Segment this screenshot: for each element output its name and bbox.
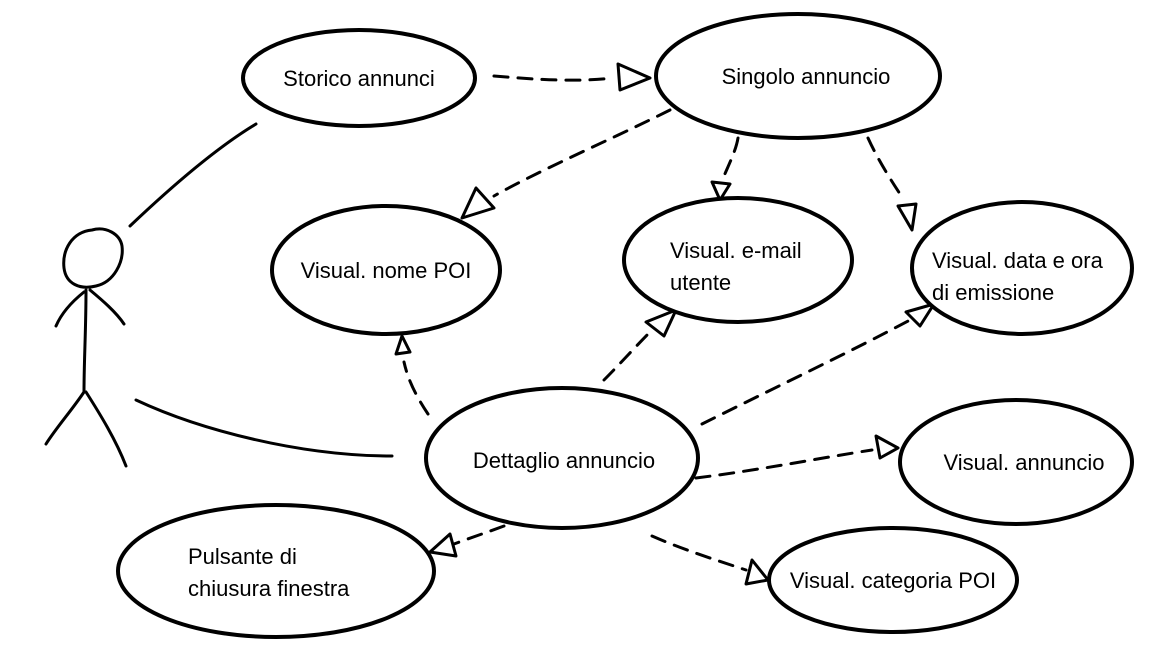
use-case-visual-data-ora: Visual. data e ora di emissione	[910, 200, 1134, 336]
dependency-dettaglio-nome-poi	[394, 334, 430, 416]
label-visual-email-line2: utente	[670, 270, 731, 295]
use-case-visual-annuncio: Visual. annuncio	[898, 398, 1134, 526]
label-dettaglio-annuncio: Dettaglio annuncio	[473, 448, 655, 473]
use-case-storico-annunci: Storico annunci	[241, 28, 477, 128]
dependency-dettaglio-categoria	[650, 534, 770, 586]
dependency-dettaglio-email	[602, 308, 678, 382]
label-visual-data-line2: di emissione	[932, 280, 1054, 305]
label-visual-data-line1: Visual. data e ora	[932, 248, 1104, 273]
use-case-singolo-annuncio: Singolo annuncio	[654, 12, 942, 140]
dependency-singolo-nome-poi	[460, 108, 672, 220]
use-case-dettaglio-annuncio: Dettaglio annuncio	[424, 386, 700, 530]
label-visual-email-line1: Visual. e-mail	[670, 238, 802, 263]
dependency-singolo-data	[866, 136, 918, 232]
association-actor-dettaglio	[134, 398, 394, 458]
use-case-visual-nome-poi: Visual. nome POI	[270, 204, 502, 336]
dependency-dettaglio-visual-annuncio	[694, 434, 900, 480]
dependency-singolo-email	[710, 136, 740, 202]
use-case-pulsante-chiusura: Pulsante di chiusura finestra	[116, 503, 436, 639]
label-visual-categoria-poi: Visual. categoria POI	[790, 568, 996, 593]
label-visual-annuncio: Visual. annuncio	[943, 450, 1104, 475]
dependency-storico-singolo	[492, 62, 652, 92]
label-pulsante-line2: chiusura finestra	[188, 576, 350, 601]
use-case-visual-email-utente: Visual. e-mail utente	[622, 196, 854, 324]
actor-stick-figure-icon	[44, 227, 128, 468]
dependency-dettaglio-data	[700, 302, 936, 426]
label-singolo-annuncio: Singolo annuncio	[722, 64, 891, 89]
association-actor-storico	[128, 122, 258, 228]
dependency-dettaglio-pulsante	[428, 524, 506, 558]
use-case-visual-categoria-poi: Visual. categoria POI	[767, 526, 1019, 634]
label-storico-annunci: Storico annunci	[283, 66, 435, 91]
label-pulsante-line1: Pulsante di	[188, 544, 297, 569]
label-visual-nome-poi: Visual. nome POI	[301, 258, 472, 283]
